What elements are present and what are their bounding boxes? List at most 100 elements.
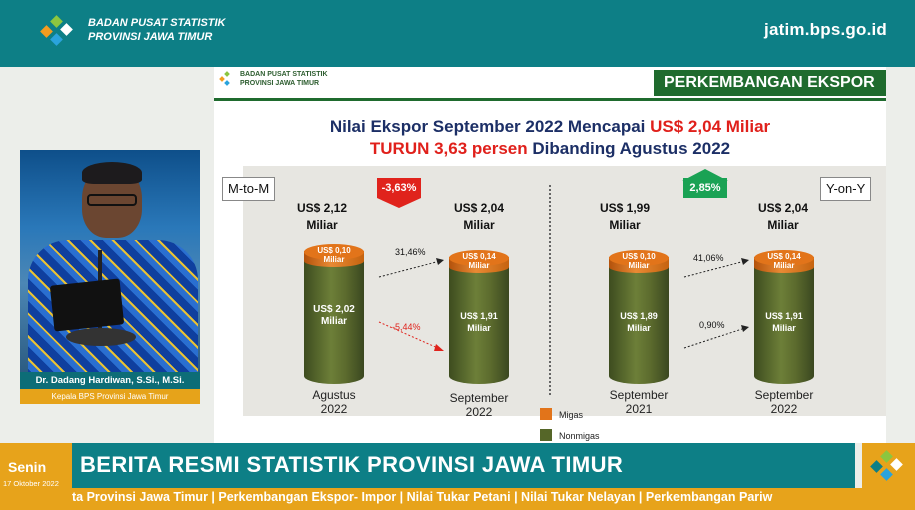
ticker-date: 17 Oktober 2022 [3, 479, 59, 488]
legend-migas-label: Migas [559, 410, 584, 420]
legend-nonmigas-label: Nonmigas [559, 431, 600, 441]
migas-arrow-line [378, 260, 441, 278]
migas-value: US$ 0,14 [462, 252, 496, 261]
migas-segment [609, 250, 669, 266]
ticker-day-box [0, 443, 72, 488]
ticker-title: BERITA RESMI STATISTIK PROVINSI JAWA TIM… [80, 452, 624, 477]
org-name: BADAN PUSAT STATISTIK PROVINSI JAWA TIMU… [88, 16, 226, 44]
mtom-change-badge: -3,63% [377, 178, 421, 198]
bar-total-unit: Miliar [767, 218, 799, 232]
bar-total-agustus-2022: US$ 2,12 Miliar [267, 200, 377, 234]
bar-september-2021: US$ 0,10 Miliar US$ 1,89 Miliar [609, 250, 669, 384]
headline-2: TURUN 3,63 persen Dibanding Agustus 2022 [214, 139, 886, 159]
bar-total-september-2021: US$ 1,99 Miliar [570, 200, 680, 234]
top-bar [0, 0, 915, 67]
migas-value: US$ 0,10 [317, 246, 351, 255]
migas-label: US$ 0,14 Miliar [449, 252, 509, 270]
bps-logo-icon [40, 15, 73, 46]
x-label-september-2022-a: September 2022 [429, 391, 529, 419]
microphone-base [66, 328, 136, 346]
ticker-crawl-bar [0, 488, 915, 510]
nonmigas-label: US$ 1,91 Miliar [754, 310, 814, 334]
presenter-name: Dr. Dadang Hardiwan, S.Si., M.Si. [20, 372, 200, 389]
chart-divider [549, 185, 551, 395]
x-label-month: September [449, 391, 509, 405]
nonmigas-label: US$ 1,89 Miliar [609, 310, 669, 334]
growth-arrows-yony [683, 258, 749, 349]
nonmigas-arrow-line [378, 321, 441, 350]
x-label-year: 2022 [770, 402, 798, 416]
slide-bps-logo-icon [219, 71, 230, 86]
growth-arrows-mtom [378, 258, 444, 351]
migas-value: US$ 0,10 [622, 252, 656, 261]
migas-segment [754, 250, 814, 266]
nonmigas-label: US$ 2,02 Miliar [304, 304, 364, 328]
presentation-slide: BADAN PUSAT STATISTIK PROVINSI JAWA TIMU… [214, 67, 886, 443]
nonmigas-unit: Miliar [467, 323, 491, 333]
org-line-2: PROVINSI JAWA TIMUR [88, 31, 213, 43]
corner-logo-box [862, 443, 915, 488]
ticker-title-bar [72, 443, 855, 488]
pct-mtom-migas: 31,46% [395, 247, 426, 257]
nonmigas-segment [449, 257, 509, 384]
slide-org-line-2: PROVINSI JAWA TIMUR [240, 80, 320, 87]
migas-value: US$ 0,14 [767, 252, 801, 261]
bar-total-unit: Miliar [463, 218, 495, 232]
slide-org-name: BADAN PUSAT STATISTIK PROVINSI JAWA TIMU… [240, 70, 328, 88]
nonmigas-value: US$ 1,89 [620, 311, 658, 321]
bar-agustus-2022: US$ 0,10 Miliar US$ 2,02 Miliar [304, 244, 364, 384]
pct-yony-nonmigas: 0,90% [699, 320, 725, 330]
migas-segment [304, 244, 364, 260]
x-label-month: September [754, 388, 814, 402]
nonmigas-arrowhead-icon [434, 344, 444, 351]
x-label-september-2021: September 2021 [589, 388, 689, 416]
migas-unit: Miliar [773, 261, 795, 270]
bar-total-value: US$ 2,12 [296, 201, 348, 215]
corner-bps-logo-icon [870, 450, 903, 481]
nonmigas-unit: Miliar [320, 316, 348, 327]
presenter-role: Kepala BPS Provinsi Jawa Timur [20, 389, 200, 404]
presenter-glasses [87, 194, 137, 206]
legend-migas-swatch [540, 408, 552, 420]
headline-1-prefix: Nilai Ekspor September 2022 Mencapai [329, 117, 651, 136]
headline-2-rest: Dibanding Agustus 2022 [527, 139, 731, 158]
ticker-crawl: ta Provinsi Jawa Timur | Perkembangan Ek… [72, 490, 773, 504]
nonmigas-value: US$ 1,91 [765, 311, 803, 321]
nonmigas-value: US$ 1,91 [460, 311, 498, 321]
legend-nonmigas-swatch [540, 429, 552, 441]
org-line-1: BADAN PUSAT STATISTIK [88, 17, 226, 29]
nonmigas-segment [609, 257, 669, 384]
bar-total-september-2022-b: US$ 2,04 Miliar [728, 200, 838, 234]
slide-org-line-1: BADAN PUSAT STATISTIK [240, 71, 328, 78]
nonmigas-value: US$ 2,02 [313, 304, 355, 315]
bar-total-value: US$ 1,99 [599, 201, 651, 215]
nonmigas-arrow-line [683, 327, 746, 349]
headline-1: Nilai Ekspor September 2022 Mencapai US$… [214, 117, 886, 137]
pct-mtom-nonmigas: -5,44% [392, 322, 421, 332]
migas-label: US$ 0,14 Miliar [754, 252, 814, 270]
nonmigas-unit: Miliar [772, 323, 796, 333]
yony-change-badge: 2,85% [683, 178, 727, 198]
x-label-agustus-2022: Agustus 2022 [284, 388, 384, 416]
presenter-hair [82, 162, 142, 184]
bar-september-2022-a: US$ 0,14 Miliar US$ 1,91 Miliar [449, 250, 509, 384]
slide-divider [214, 98, 886, 101]
nonmigas-segment [754, 257, 814, 384]
migas-arrowhead-icon [436, 258, 444, 265]
bar-total-value: US$ 2,04 [757, 201, 809, 215]
migas-unit: Miliar [468, 261, 490, 270]
bar-september-2022-b: US$ 0,14 Miliar US$ 1,91 Miliar [754, 250, 814, 384]
slide-banner: PERKEMBANGAN EKSPOR [654, 70, 886, 96]
x-label-month: September [609, 388, 669, 402]
bar-total-unit: Miliar [609, 218, 641, 232]
presenter-video [20, 150, 200, 372]
mtom-label: M-to-M [222, 177, 276, 201]
x-label-year: 2022 [320, 402, 348, 416]
down-arrow-icon [377, 198, 421, 208]
ticker-day: Senin [8, 459, 47, 475]
website-url[interactable]: jatim.bps.go.id [764, 20, 887, 39]
headline-2-red: TURUN 3,63 persen [369, 139, 528, 158]
bar-total-september-2022-a: US$ 2,04 Miliar [424, 200, 534, 234]
pct-yony-migas: 41,06% [693, 253, 724, 263]
migas-arrowhead-icon [741, 258, 749, 265]
